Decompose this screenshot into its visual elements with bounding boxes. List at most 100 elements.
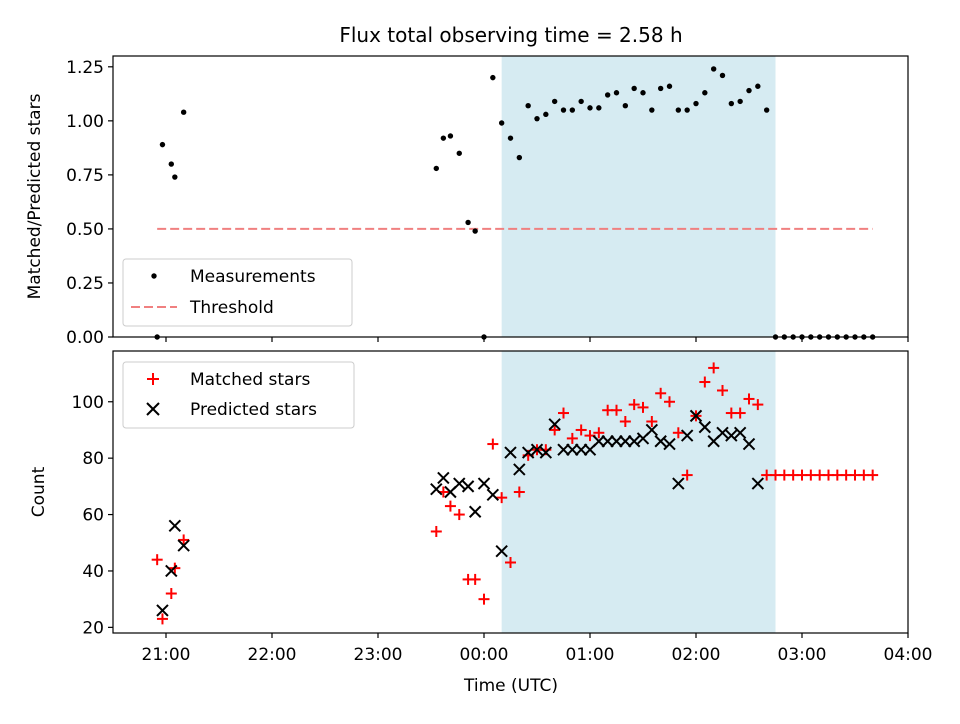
matched-star-point [178,534,190,546]
predicted-star-point [530,443,544,456]
bottom-ytick-label: 100 [72,393,104,413]
top-panel: 0.00 0.25 0.50 0.75 1.00 1.25 Matched/Predict… [25,55,909,348]
predicted-star-point [495,545,508,558]
predicted-star-point [645,423,659,437]
predicted-star-point [539,446,553,459]
bottom-ytick-label: 20 [82,618,104,638]
measurement-point [551,98,558,105]
measurement-point [447,133,454,139]
matched-star-point [566,432,578,444]
bottom-plot-frame [112,350,909,634]
matched-star-point [453,509,465,521]
predicted-star-point [548,418,561,431]
measurement-point [737,98,743,105]
matched-star-point [752,399,764,411]
measurement-point [180,109,187,115]
x-tick-label: 22:00 [248,645,297,665]
measurement-point [465,219,471,226]
measurement-point [516,154,523,161]
measurement-point [472,228,478,234]
matched-star-point [619,416,631,427]
measurement-point [569,107,576,113]
matched-star-point [430,525,442,537]
measurement-point [440,135,447,141]
predicted-star-point [627,435,641,448]
measurement-point [710,66,717,72]
chart-title: Flux total observing time = 2.58 h [339,23,682,47]
predicted-star-point [619,435,632,448]
predicted-star-point [716,426,729,439]
predicted-star-point [733,426,747,439]
top-ytick-label: 1.00 [66,112,104,132]
measurement-point [693,100,699,107]
matched-star-point [628,399,640,411]
measurement-point [666,83,673,89]
measurement-point [507,135,514,141]
measurement-point [560,107,567,113]
predicted-star-point [566,443,579,456]
bottom-ytick-label: 60 [82,506,104,526]
predicted-star-point [680,429,694,442]
measurement-point [604,92,611,98]
measurement-point [587,105,593,111]
x-tick-label: 04:00 [884,645,933,665]
top-ytick-label: 0.75 [66,166,104,186]
matched-star-point [664,396,675,408]
measurement-point [755,83,761,89]
predicted-star-point [698,420,712,434]
top-observing-span [501,56,776,337]
predicted-star-point [663,437,676,451]
matched-star-point [672,427,684,439]
bottom-legend: Matched stars Predicted stars [122,361,355,429]
top-y-axis-label: Matched/Predicted stars [25,93,45,299]
predicted-star-point [689,409,703,423]
x-tick-label: 02:00 [672,645,721,665]
matched-star-point [575,424,587,436]
predicted-star-point [742,437,756,451]
matched-star-point [699,376,711,388]
matched-star-point [867,469,879,481]
measurement-point [534,115,540,122]
measurement-point [172,174,178,180]
measurement-point [433,165,439,172]
legend-matched-marker [147,373,159,385]
bottom-panel: 20 40 60 80 100 21:00 22:00 23:00 00:00 01:00 02:… [29,350,933,665]
predicted-star-point [486,488,500,502]
measurement-point [657,85,664,92]
predicted-star-point [177,539,190,552]
measurement-point [543,111,549,118]
bottom-ytick-label: 40 [82,562,104,582]
top-ytick-label: 0.00 [66,328,104,348]
predicted-star-point [156,604,169,617]
matched-star-point [496,492,508,504]
matched-star-point [444,500,456,512]
predicted-star-point [437,471,450,485]
measurement-point [498,120,505,126]
predicted-star-point [751,477,765,490]
matched-star-point [549,424,561,436]
predicted-star-point [521,446,535,459]
predicted-star-point [477,477,491,490]
top-plot-frame [112,55,909,338]
matched-star-point [708,362,720,374]
legend-threshold-label: Threshold [189,298,274,318]
measurement-point [613,90,620,96]
predicted-star-point [168,519,182,533]
measurement-point [578,98,584,105]
matched-star-point [469,573,481,585]
matched-star-point [478,593,490,605]
measurement-point [675,107,682,113]
matched-star-point [681,469,693,481]
predicted-star-point [592,435,606,448]
predicted-star-point [513,463,526,476]
x-tick-label: 01:00 [566,645,615,665]
top-ytick-label: 1.25 [66,58,104,78]
legend-measurements-label: Measurements [190,267,316,287]
matched-star-point [593,427,605,439]
predicted-star-point [453,477,466,490]
measurement-point [159,141,166,148]
bottom-observing-span [501,351,776,633]
top-ytick-label: 0.25 [66,274,104,294]
predicted-star-point [165,564,178,578]
